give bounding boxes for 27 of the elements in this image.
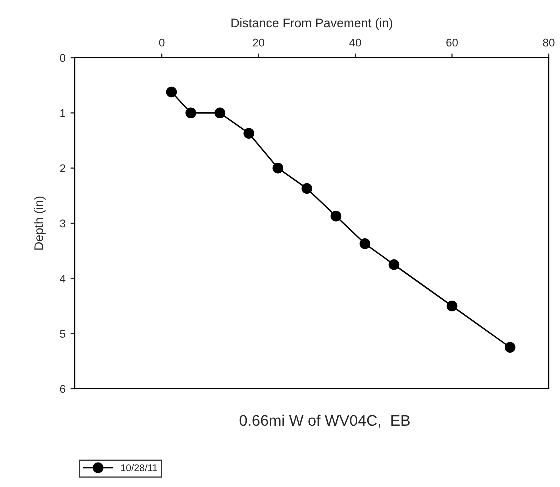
y-tick-label: 4 xyxy=(60,275,66,283)
point xyxy=(244,128,255,139)
y-tick-label: 6 xyxy=(60,385,66,394)
point xyxy=(388,259,400,270)
x-tick-label: 80 xyxy=(543,38,555,47)
y-tick-label: 5 xyxy=(60,330,66,338)
point xyxy=(360,238,371,250)
point xyxy=(166,86,178,98)
point xyxy=(186,108,196,119)
y-tick-label: 0 xyxy=(60,54,66,62)
y-axis-title: Depth (in) xyxy=(34,196,46,250)
y-tick-label: 2 xyxy=(60,164,66,172)
x-tick-label: 40 xyxy=(350,38,362,47)
point xyxy=(504,342,516,354)
legend-label: 10/28/11 xyxy=(121,464,158,472)
point xyxy=(214,108,226,119)
x-tick-label: 60 xyxy=(446,38,458,47)
point xyxy=(272,162,284,174)
x-axis-title: Distance From Pavement (in) xyxy=(232,18,393,30)
x-tick-label: 0 xyxy=(159,38,165,47)
y-tick-label: 1 xyxy=(60,110,66,118)
x-tick-label: 20 xyxy=(253,38,265,47)
point xyxy=(446,300,458,312)
point xyxy=(302,183,313,194)
y-tick-label: 3 xyxy=(60,220,66,228)
point xyxy=(330,210,342,222)
text: 0.66mi W of WV04C, EB xyxy=(240,414,410,428)
